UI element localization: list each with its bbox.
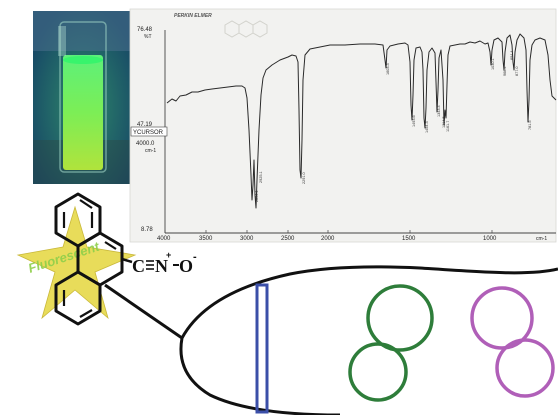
triple-bond: [146, 260, 154, 270]
x-tick-2000: 2000: [321, 236, 335, 242]
blue-strip: [255, 283, 269, 414]
y-top-value: 76.48: [137, 27, 153, 33]
x-tick-2500: 2500: [281, 236, 295, 242]
molecule-structure: [54, 192, 124, 326]
cursor-label: YCURSOR: [133, 130, 164, 136]
x-tick-4000: 4000: [157, 236, 171, 242]
formula-carbon: C: [132, 256, 145, 276]
fluorescent-liquid: [63, 55, 103, 170]
peak-label: 2291.0: [302, 172, 306, 184]
purple-circle: [470, 286, 534, 350]
peak-label: 1161.7: [446, 121, 450, 132]
peak-label: 1343.4: [437, 105, 441, 117]
x-tick-1500: 1500: [402, 236, 416, 242]
formula-plus-charge: +: [166, 250, 171, 260]
formula-nitrogen: N: [155, 256, 168, 276]
cursor-value: 4000.0: [136, 141, 155, 147]
x-tick-3500: 3500: [199, 236, 213, 242]
peak-labels: 2854.1 2925.1 2291.0 1603.3 1493.6 1454.…: [255, 50, 532, 202]
vial-photo: [33, 11, 134, 184]
nitrile-oxide-group: C N + O -: [121, 250, 197, 276]
peak-label: 1214.5: [442, 116, 446, 128]
formula-minus-charge: -: [193, 251, 197, 263]
x-tick-1000: 1000: [483, 236, 497, 242]
cursor-unit: cm-1: [145, 148, 156, 154]
purple-circle: [495, 338, 555, 398]
peak-label: 1603.3: [386, 63, 390, 75]
y-mid-value: 47.19: [137, 122, 153, 128]
peak-label: 781.5: [528, 120, 532, 130]
instrument-label: PERKIN ELMER: [174, 13, 212, 19]
x-tick-3000: 3000: [240, 236, 254, 242]
green-circle: [366, 284, 434, 352]
y-bottom-value: 8.78: [141, 227, 153, 233]
connector-bond: [104, 283, 183, 340]
peak-label: 1030.1: [491, 58, 495, 70]
formula-oxygen: O: [179, 256, 193, 276]
peak-label: 1493.6: [412, 115, 416, 127]
spectrum-trace: [166, 33, 557, 209]
ir-spectrum: PERKIN ELMER 76.48 %T 47.19 YCURSOR 4000…: [129, 8, 557, 243]
watermark-structure: [224, 20, 268, 38]
peak-label: 2925.1: [259, 171, 263, 183]
cell-outline: [179, 265, 558, 415]
peak-label: 2854.1: [255, 190, 259, 202]
peak-label: 894.4: [510, 50, 514, 60]
peak-label: 968.4: [503, 66, 507, 76]
peak-label: 877.0: [515, 66, 519, 76]
x-axis-ticks: [164, 230, 493, 233]
peak-label: 1454.3: [425, 121, 429, 133]
y-top-unit: %T: [144, 34, 152, 40]
green-circle: [348, 342, 408, 402]
x-axis-unit: cm-1: [536, 236, 547, 242]
